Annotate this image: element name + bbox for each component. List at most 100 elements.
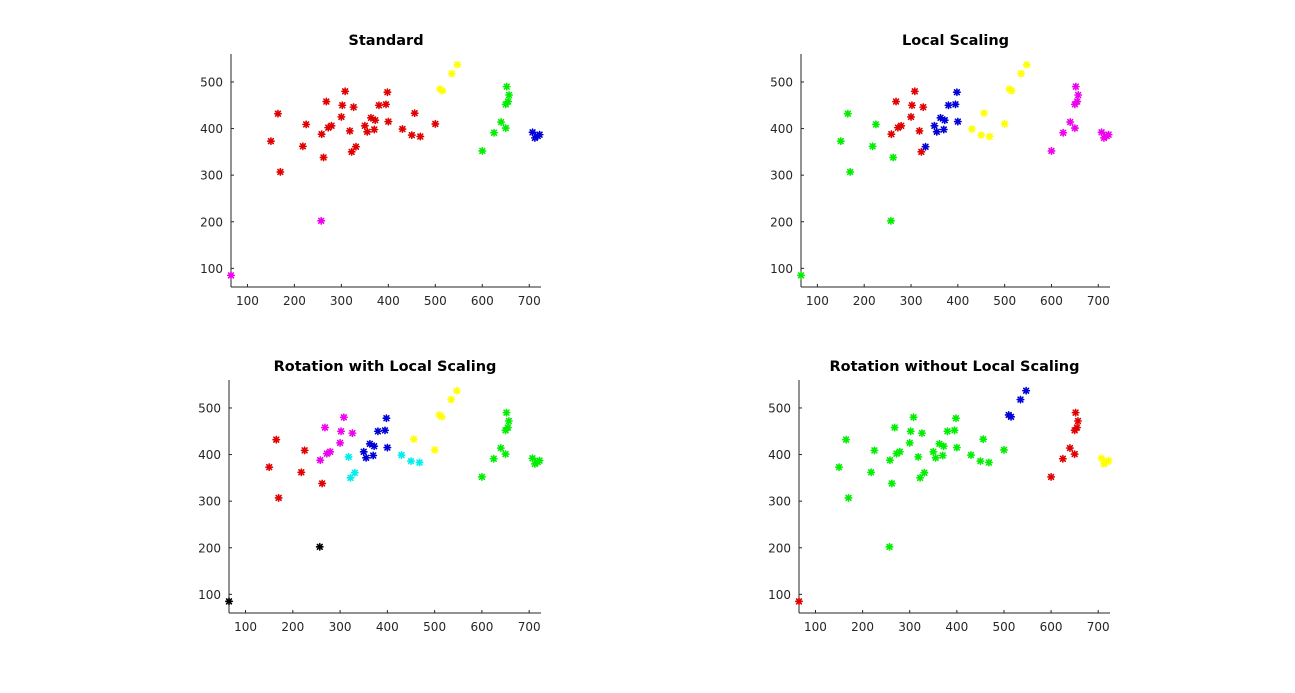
data-point-red — [318, 479, 327, 488]
y-tick-label: 200 — [770, 215, 793, 229]
chart-title: Standard — [348, 33, 423, 49]
data-point-blue — [382, 414, 391, 423]
marker-stroke — [916, 474, 924, 482]
y-tick-label: 300 — [198, 495, 221, 509]
marker-stroke — [1047, 473, 1055, 481]
x-tick-label: 700 — [1087, 620, 1110, 634]
data-point-red — [298, 142, 307, 151]
marker-stroke — [302, 121, 310, 128]
data-point-blue — [362, 453, 371, 462]
data-point-yellow — [1000, 119, 1009, 128]
data-point-magenta — [348, 429, 357, 438]
marker-stroke — [274, 110, 282, 117]
marker-stroke — [478, 473, 486, 481]
marker-stroke — [932, 454, 939, 462]
data-point-green — [496, 444, 505, 453]
marker-stroke — [529, 129, 536, 136]
marker-stroke — [352, 143, 360, 150]
subplot-rotation-without-local-scaling: Rotation without Local Scaling 100 200 300 4… — [768, 359, 1113, 634]
x-tick-label: 400 — [946, 294, 969, 308]
marker-stroke — [341, 88, 349, 95]
marker-stroke — [867, 469, 875, 476]
marker-stroke — [886, 543, 893, 551]
data-point-green — [504, 417, 513, 426]
data-point-yellow — [1104, 456, 1113, 465]
marker-stroke — [986, 133, 993, 140]
subplot-rotation-with-local-scaling: Rotation with Local Scaling 100 200 300 400 5… — [198, 359, 544, 634]
data-point-green — [489, 454, 498, 463]
marker-stroke — [502, 124, 509, 132]
marker-stroke — [367, 114, 375, 122]
data-point-red — [1070, 450, 1079, 459]
data-point-green — [889, 153, 898, 162]
data-point-red — [351, 142, 360, 151]
data-point-red — [363, 127, 372, 136]
x-tick-label: 600 — [1040, 620, 1063, 634]
scatter-points — [794, 386, 1113, 606]
data-point-red — [338, 101, 347, 110]
data-point-yellow — [409, 435, 418, 444]
marker-stroke — [888, 130, 895, 138]
data-point-red — [273, 109, 282, 118]
marker-stroke — [350, 103, 357, 111]
marker-stroke — [416, 459, 423, 466]
data-point-red — [322, 97, 331, 106]
x-tick-label: 400 — [945, 620, 968, 634]
marker-stroke — [951, 427, 958, 434]
data-point-magenta — [317, 216, 326, 225]
marker-stroke — [362, 454, 370, 462]
marker-stroke — [1022, 387, 1030, 394]
data-point-yellow — [430, 445, 439, 454]
x-tick-label: 200 — [853, 294, 876, 308]
marker-stroke — [887, 217, 895, 225]
data-point-black — [225, 597, 233, 606]
marker-stroke — [348, 148, 355, 156]
data-point-green — [909, 413, 918, 422]
x-tick-label: 400 — [377, 294, 400, 308]
marker-stroke — [432, 120, 439, 128]
marker-stroke — [267, 137, 275, 145]
y-tick-label: 200 — [198, 541, 221, 555]
marker-stroke — [453, 387, 461, 394]
marker-stroke — [497, 444, 505, 452]
marker-stroke — [1066, 444, 1074, 452]
marker-stroke — [1072, 83, 1080, 90]
y-tick-label: 400 — [770, 122, 793, 136]
data-point-blue — [359, 447, 368, 456]
data-point-green — [535, 456, 544, 465]
data-point-red — [381, 100, 391, 109]
data-point-yellow — [980, 109, 989, 118]
marker-stroke — [340, 414, 348, 421]
marker-stroke — [931, 122, 938, 129]
data-point-red — [337, 112, 346, 121]
marker-stroke — [1072, 409, 1079, 416]
data-point-green — [952, 443, 961, 452]
marker-stroke — [1074, 98, 1081, 105]
marker-stroke — [321, 424, 329, 431]
marker-stroke — [369, 452, 377, 459]
data-point-red — [276, 167, 285, 176]
marker-stroke — [505, 417, 513, 425]
data-point-yellow — [1017, 69, 1026, 78]
data-point-blue — [940, 116, 949, 125]
data-point-red — [431, 119, 440, 128]
data-point-magenta — [339, 413, 348, 422]
x-tick-label: 100 — [804, 620, 827, 634]
marker-stroke — [447, 396, 455, 403]
data-point-magenta — [1047, 146, 1056, 155]
marker-stroke — [1071, 124, 1079, 132]
data-point-red — [266, 137, 275, 146]
data-point-magenta — [337, 427, 346, 436]
x-tick-label: 300 — [900, 294, 923, 308]
data-point-blue — [373, 427, 382, 436]
marker-stroke — [797, 272, 805, 279]
y-tick-label: 500 — [770, 75, 793, 89]
marker-stroke — [837, 137, 844, 145]
marker-stroke — [1059, 455, 1067, 462]
data-point-yellow — [453, 60, 462, 69]
data-point-red — [407, 131, 416, 140]
marker-stroke — [318, 480, 326, 487]
marker-stroke — [897, 122, 905, 129]
marker-stroke — [933, 128, 940, 136]
